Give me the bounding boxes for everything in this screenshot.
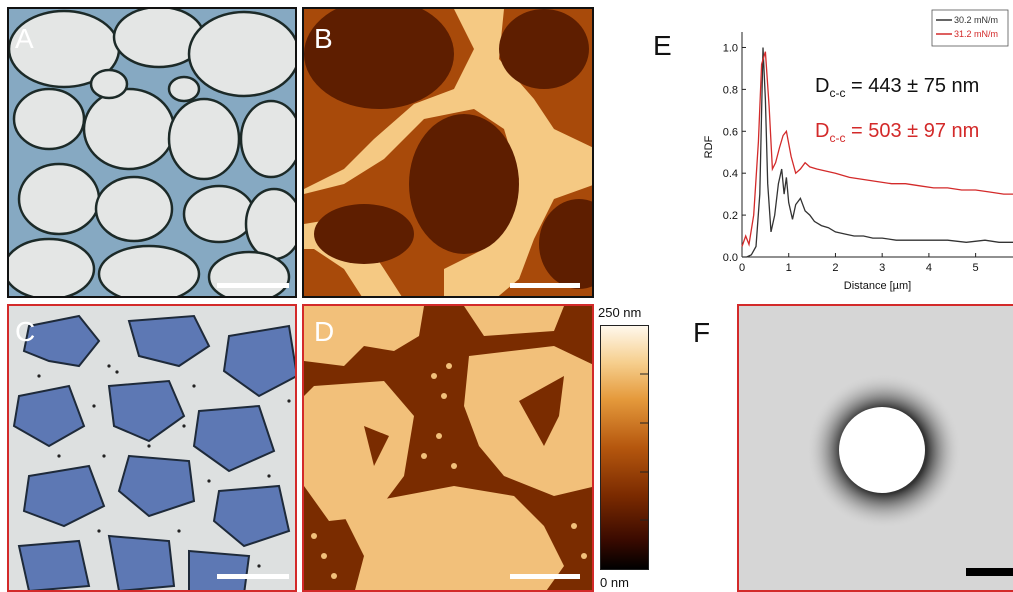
- panel-a-image: [9, 9, 295, 296]
- panel-c-image: [9, 306, 295, 590]
- y-tick-label: 0.8: [723, 84, 738, 96]
- panel-b-scale-bar: [510, 283, 580, 288]
- x-tick-label: 5: [973, 262, 979, 274]
- rdf-plot: 0.0 0.2 0.4 0.6 0.8 1.0 0 1 2 3 4 5 Distance [µm] RDF…: [703, 9, 1013, 292]
- panel-d-image: [304, 306, 592, 590]
- y-axis-label: RDF: [703, 135, 715, 158]
- x-axis-label: Distance [µm]: [844, 280, 911, 292]
- panel-f-tem: [737, 304, 1013, 592]
- panel-a-scale-bar: [217, 283, 289, 288]
- x-tick-label: 2: [832, 262, 838, 274]
- panel-f-scale-bar: [966, 568, 1013, 576]
- panel-d-letter: D: [314, 316, 335, 347]
- legend-label-1: 30.2 mN/m: [954, 15, 998, 25]
- panel-d-scale-bar: [510, 574, 580, 579]
- panel-c-micrograph: C: [7, 304, 297, 592]
- x-tick-label: 0: [739, 262, 745, 274]
- panel-b-letter: B: [314, 23, 333, 54]
- colorbar-bottom-label: 0 nm: [600, 575, 629, 590]
- y-tick-label: 0.6: [723, 126, 738, 138]
- panel-e-rdf-chart: E 0.0 0.2 0.4 0.6 0.8 1.0 0 1 2 3 4 5 Distance [µm] R…: [650, 7, 1013, 300]
- x-tick-label: 4: [926, 262, 932, 274]
- y-tick-label: 0.4: [723, 168, 738, 180]
- panel-c-letter: C: [15, 316, 36, 347]
- colorbar-top-label: 250 nm: [598, 305, 642, 320]
- panel-b-afm: B: [302, 7, 594, 298]
- y-tick-label: 0.0: [723, 252, 738, 264]
- legend-box: [931, 9, 1009, 47]
- panel-a-letter: A: [15, 23, 34, 54]
- panel-c-scale-bar: [217, 574, 289, 579]
- dcc-annotation-1: Dc-c = 443 ± 75 nm: [815, 75, 979, 100]
- y-tick-label: 1.0: [723, 42, 738, 54]
- rdf-series-line-2: [741, 51, 1013, 247]
- height-colorbar: [600, 325, 649, 570]
- panel-d-afm: D: [302, 304, 594, 592]
- legend-label-2: 31.2 mN/m: [954, 29, 998, 39]
- rdf-series-line-1: [742, 47, 1013, 258]
- panel-b-image: [304, 9, 592, 296]
- colorbar-ticks: [640, 373, 648, 521]
- dcc-annotation-2: Dc-c = 503 ± 97 nm: [815, 120, 979, 145]
- x-tick-label: 3: [879, 262, 885, 274]
- panel-e-letter: E: [653, 30, 672, 61]
- panel-f-letter: F: [693, 317, 711, 348]
- x-tick-label: 1: [786, 262, 792, 274]
- panel-f-image: [739, 306, 1013, 590]
- y-tick-label: 0.2: [723, 210, 738, 222]
- panel-a-micrograph: A: [7, 7, 297, 298]
